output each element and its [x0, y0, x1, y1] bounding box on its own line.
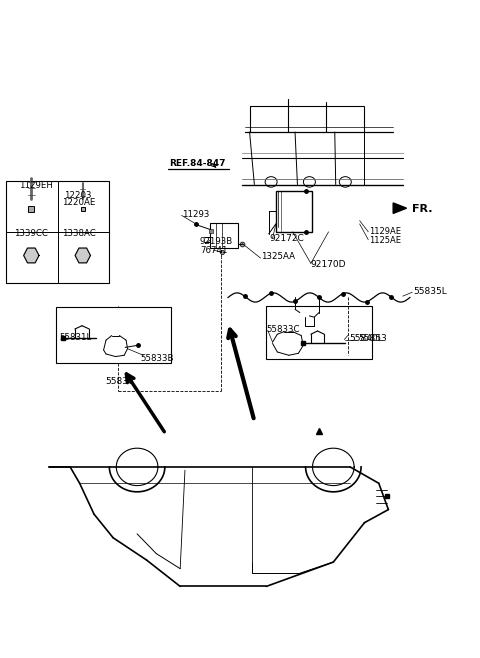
Text: 92172C: 92172C — [270, 234, 304, 243]
Text: 1325AA: 1325AA — [261, 252, 295, 261]
Text: 55840L: 55840L — [349, 334, 383, 343]
Bar — [210, 223, 238, 248]
Polygon shape — [24, 248, 39, 263]
Text: 12203: 12203 — [64, 191, 92, 200]
Text: FR.: FR. — [412, 205, 433, 215]
Bar — [266, 306, 372, 359]
Text: 55853: 55853 — [359, 334, 387, 343]
Text: 55835L: 55835L — [414, 287, 447, 296]
Text: 11293: 11293 — [181, 210, 209, 218]
Polygon shape — [393, 203, 407, 213]
Text: 1338AC: 1338AC — [62, 229, 96, 238]
Text: 92170D: 92170D — [311, 260, 347, 269]
Text: 55830: 55830 — [105, 377, 134, 386]
Text: 1125AE: 1125AE — [369, 236, 401, 245]
Bar — [6, 181, 109, 283]
Text: 76741: 76741 — [201, 245, 228, 255]
Text: 55833C: 55833C — [266, 324, 300, 334]
Bar — [56, 307, 170, 363]
Text: 1129AE: 1129AE — [369, 227, 401, 236]
Bar — [276, 191, 312, 232]
Polygon shape — [75, 248, 90, 263]
Text: REF.84-847: REF.84-847 — [169, 159, 226, 168]
Text: 1339CC: 1339CC — [14, 229, 48, 238]
Text: 92193B: 92193B — [199, 237, 233, 246]
Text: 1129EH: 1129EH — [19, 182, 53, 190]
Text: 1220AE: 1220AE — [61, 198, 95, 207]
Text: 55833B: 55833B — [141, 354, 174, 363]
Text: 55831L: 55831L — [60, 333, 92, 342]
